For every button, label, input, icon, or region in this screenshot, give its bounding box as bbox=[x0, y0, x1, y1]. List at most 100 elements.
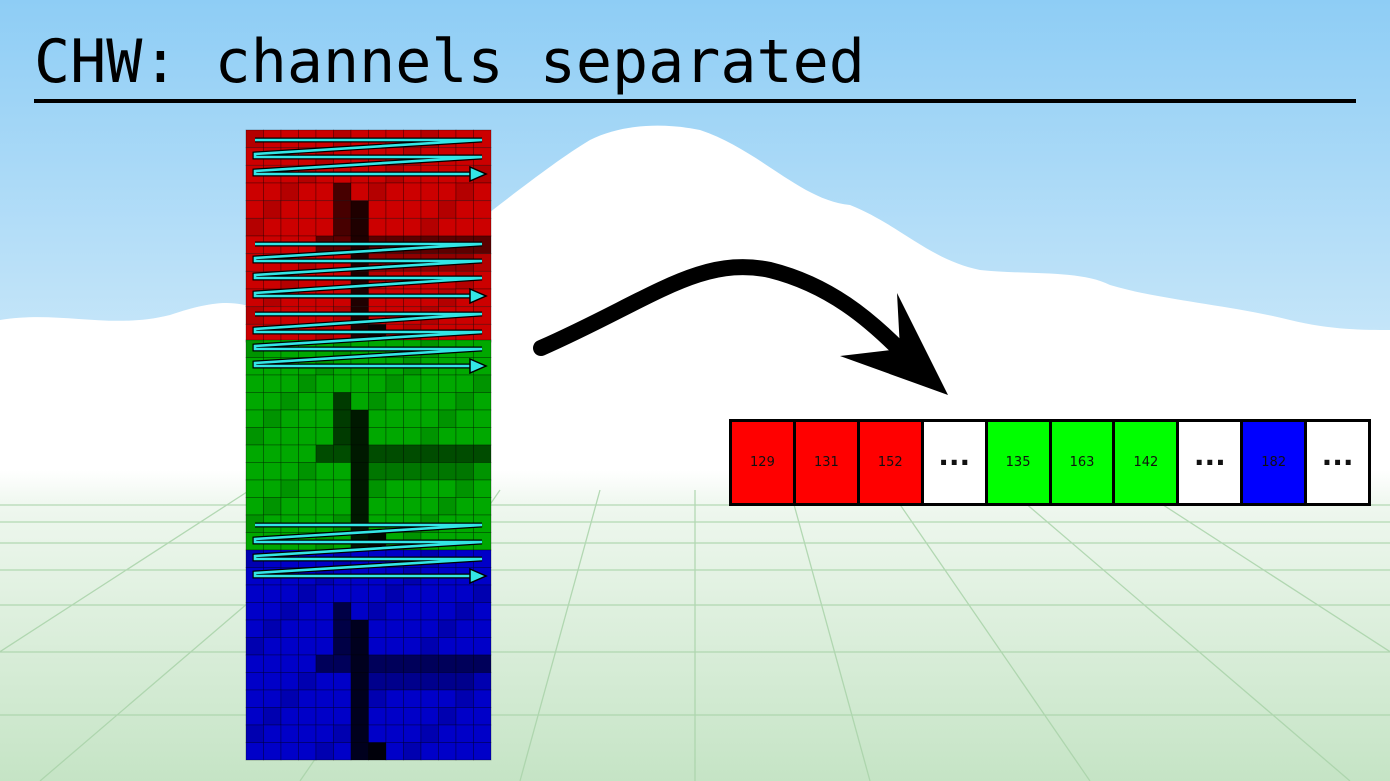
pixel-cell bbox=[298, 707, 317, 726]
pixel-cell bbox=[245, 444, 264, 463]
pixel-cell bbox=[438, 584, 457, 603]
pixel-cell bbox=[298, 374, 317, 393]
pixel-cell bbox=[420, 619, 439, 638]
pixel-cell bbox=[315, 427, 334, 446]
pixel-cell bbox=[333, 497, 352, 516]
memory-cell: 131 bbox=[795, 422, 857, 503]
title-underline bbox=[34, 99, 1356, 103]
pixel-cell bbox=[455, 689, 474, 708]
pixel-cell bbox=[315, 462, 334, 481]
pixel-cell bbox=[245, 584, 264, 603]
pixel-cell bbox=[298, 217, 317, 237]
pixel-cell bbox=[473, 689, 492, 708]
pixel-cell bbox=[350, 409, 369, 428]
pixel-cell bbox=[263, 654, 282, 673]
pixel-cell bbox=[280, 654, 299, 673]
pixel-cell bbox=[315, 637, 334, 656]
pixel-cell bbox=[455, 182, 474, 202]
pixel-cell bbox=[473, 200, 492, 219]
pixel-cell bbox=[350, 707, 369, 726]
pixel-cell bbox=[245, 462, 264, 481]
pixel-cell bbox=[420, 742, 439, 761]
pixel-cell bbox=[403, 444, 422, 463]
pixel-cell bbox=[298, 200, 317, 219]
pixel-cell bbox=[403, 182, 422, 202]
pixel-cell bbox=[315, 654, 334, 673]
pixel-cell bbox=[280, 619, 299, 638]
pixel-cell bbox=[263, 742, 282, 761]
pixel-cell bbox=[315, 707, 334, 726]
pixel-cell bbox=[245, 217, 264, 237]
pixel-cell bbox=[473, 444, 492, 463]
pixel-cell bbox=[280, 742, 299, 761]
pixel-cell bbox=[263, 707, 282, 726]
pixel-cell bbox=[333, 724, 352, 743]
pixel-cell bbox=[385, 200, 404, 219]
pixel-cell bbox=[298, 742, 317, 761]
pixel-cell bbox=[333, 689, 352, 708]
pixel-cell bbox=[263, 200, 282, 219]
memory-cell: ... bbox=[1307, 422, 1369, 503]
pixel-cell bbox=[333, 409, 352, 428]
pixel-cell bbox=[455, 409, 474, 428]
pixel-cell bbox=[280, 200, 299, 219]
pixel-cell bbox=[455, 374, 474, 393]
pixel-cell bbox=[473, 497, 492, 516]
pixel-cell bbox=[420, 374, 439, 393]
memory-cell: 163 bbox=[1051, 422, 1113, 503]
pixel-cell bbox=[350, 462, 369, 481]
pixel-cell bbox=[438, 217, 457, 237]
pixel-cell bbox=[368, 602, 387, 621]
pixel-cell bbox=[333, 637, 352, 656]
pixel-cell bbox=[403, 707, 422, 726]
pixel-cell bbox=[315, 479, 334, 498]
pixel-cell bbox=[280, 689, 299, 708]
pixel-cell bbox=[315, 392, 334, 411]
pixel-cell bbox=[473, 217, 492, 237]
pixel-cell bbox=[263, 724, 282, 743]
memory-cell: ... bbox=[1179, 422, 1241, 503]
pixel-cell bbox=[245, 689, 264, 708]
pixel-cell bbox=[420, 602, 439, 621]
pixel-cell bbox=[245, 479, 264, 498]
scan-path bbox=[253, 523, 483, 578]
pixel-cell bbox=[245, 200, 264, 219]
pixel-cell bbox=[368, 444, 387, 463]
pixel-cell bbox=[403, 724, 422, 743]
pixel-cell bbox=[245, 409, 264, 428]
pixel-cell bbox=[245, 654, 264, 673]
pixel-cell bbox=[403, 409, 422, 428]
pixel-cell bbox=[473, 182, 492, 202]
pixel-cell bbox=[420, 707, 439, 726]
pixel-cell bbox=[403, 637, 422, 656]
pixel-cell bbox=[455, 637, 474, 656]
pixel-cell bbox=[368, 654, 387, 673]
pixel-cell bbox=[333, 672, 352, 691]
pixel-cell bbox=[368, 409, 387, 428]
pixel-cell bbox=[438, 742, 457, 761]
pixel-cell bbox=[455, 584, 474, 603]
pixel-cell bbox=[385, 374, 404, 393]
pixel-cell bbox=[420, 392, 439, 411]
pixel-cell bbox=[455, 742, 474, 761]
pixel-cell bbox=[455, 654, 474, 673]
pixel-cell bbox=[298, 672, 317, 691]
pixel-cell bbox=[245, 182, 264, 202]
pixel-cell bbox=[298, 392, 317, 411]
memory-cell: 182 bbox=[1243, 422, 1305, 503]
pixel-cell bbox=[245, 619, 264, 638]
pixel-cell bbox=[245, 497, 264, 516]
pixel-cell bbox=[438, 462, 457, 481]
pixel-cell bbox=[280, 217, 299, 237]
pixel-cell bbox=[350, 619, 369, 638]
scan-arrow-head bbox=[469, 567, 488, 585]
pixel-cell bbox=[403, 602, 422, 621]
pixel-cell bbox=[438, 479, 457, 498]
pixel-cell bbox=[315, 374, 334, 393]
pixel-cell bbox=[280, 672, 299, 691]
pixel-cell bbox=[280, 409, 299, 428]
pixel-cell bbox=[245, 427, 264, 446]
pixel-cell bbox=[368, 497, 387, 516]
